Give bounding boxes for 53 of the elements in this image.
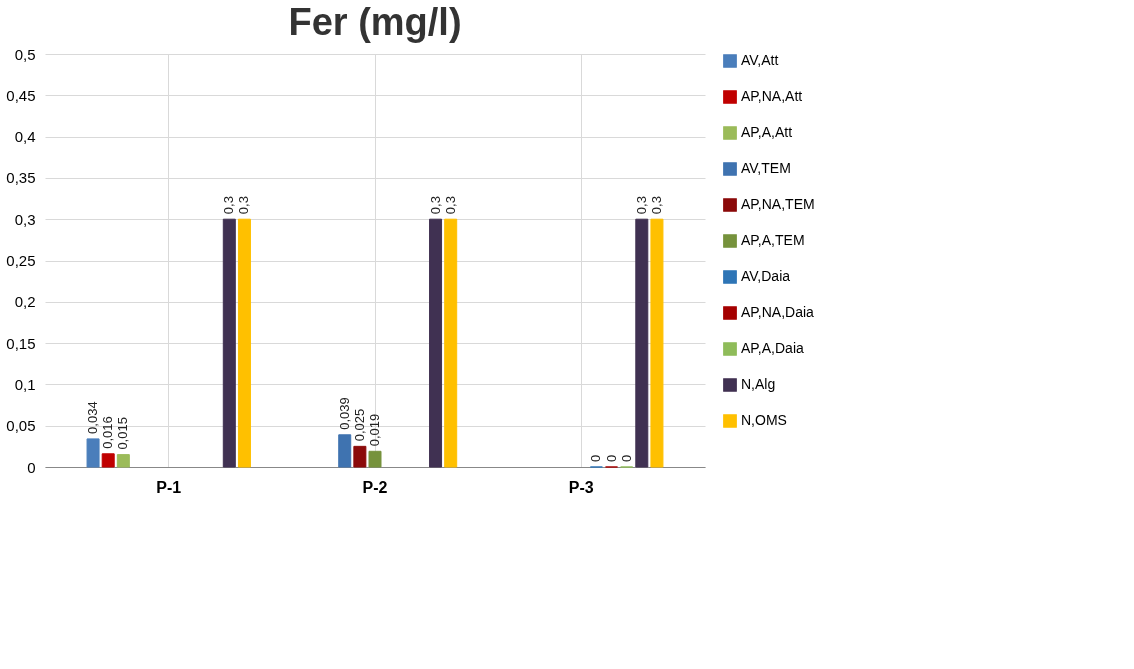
bar [86,438,100,468]
y-tick-label: 0,3 [14,210,36,228]
legend-label: AP,NA,TEM [741,196,815,212]
legend-label: AP,A,Att [741,124,793,140]
legend-label: AV,Att [741,52,779,68]
legend-label: N,OMS [741,412,787,428]
y-tick-label: 0,5 [14,45,36,63]
data-label: 0,3 [236,196,252,215]
data-label: 0,019 [367,413,382,447]
bar [429,218,443,468]
y-tick-label: 0,1 [14,375,36,393]
bar [650,218,664,468]
data-label: 0 [603,454,619,462]
bar [338,434,352,468]
data-label: 0,3 [442,196,458,215]
x-tick-label: P-3 [568,478,594,496]
y-tick-label: 0,4 [14,128,36,146]
bar [368,450,382,468]
data-label: 0,016 [100,416,116,449]
bar [237,218,251,468]
data-label: 0,034 [85,401,101,434]
legend-label: N,Alg [741,376,776,392]
bar [444,218,458,468]
data-label: 0,3 [633,196,649,215]
y-tick-label: 0 [27,458,36,476]
legend-label: AP,A,Daia [741,340,804,356]
data-label: 0,015 [115,417,131,450]
data-label: 0 [588,454,604,462]
y-tick-label: 0,15 [6,334,36,352]
bar [101,453,115,468]
legend-label: AP,NA,Att [741,88,803,104]
data-label: 0,3 [427,196,443,215]
y-tick-label: 0,2 [14,293,36,311]
y-tick-label: 0,35 [6,169,36,187]
legend-label: AP,NA,Daia [741,304,815,320]
data-label: 0,039 [336,397,352,430]
legend-label: AP,A,TEM [741,232,805,248]
y-tick-label: 0,05 [6,417,36,435]
y-tick-label: 0,45 [6,86,36,104]
bar [116,454,130,468]
bar [635,218,649,468]
x-tick-label: P-1 [156,478,182,496]
data-label: 0,3 [221,196,237,215]
data-label: 0,025 [351,408,367,442]
legend-label: AV,TEM [741,160,791,176]
legend-label: AV,Daia [741,268,791,284]
bar [353,445,367,468]
data-label: 0 [618,454,634,462]
x-tick-label: P-2 [362,478,388,496]
bar [222,218,236,468]
y-tick-label: 0,25 [6,252,36,269]
chart-title: Fer (mg/l) [288,1,462,43]
data-label: 0,3 [648,196,664,215]
